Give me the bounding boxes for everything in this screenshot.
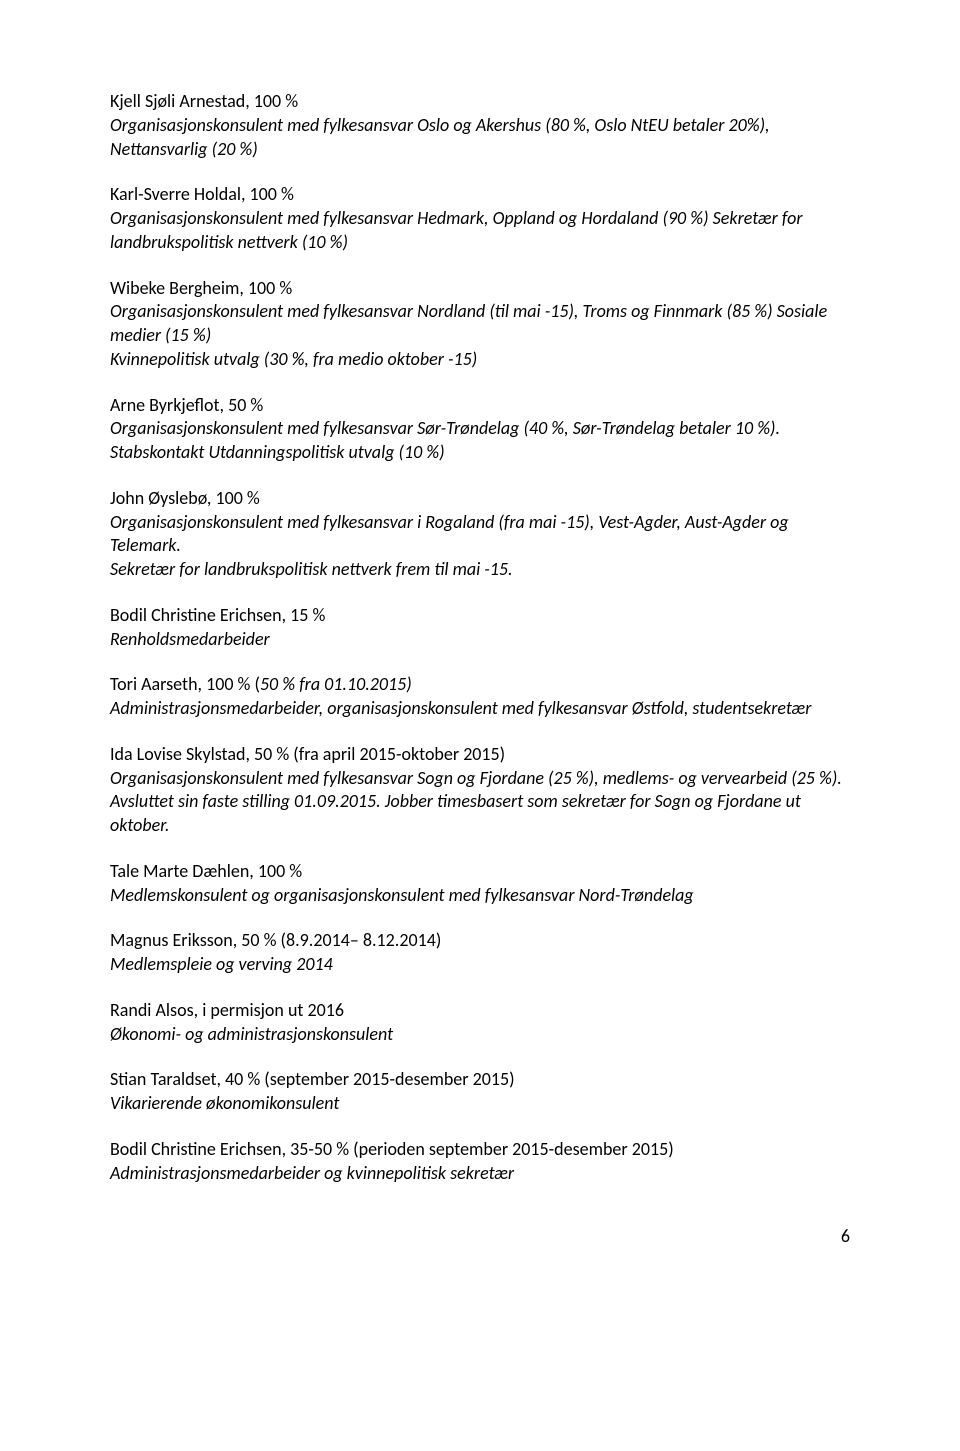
page-number: 6 xyxy=(110,1225,850,1247)
staff-entry: Arne Byrkjeflot, 50 % Organisasjonskonsu… xyxy=(110,394,850,465)
staff-entry: Bodil Christine Erichsen, 15 % Renholdsm… xyxy=(110,604,850,652)
staff-desc: Organisasjonskonsulent med fylkesansvar … xyxy=(110,417,850,465)
staff-name: Tori Aarseth, 100 % (50 % fra 01.10.2015… xyxy=(110,673,850,697)
staff-name: Karl-Sverre Holdal, 100 % xyxy=(110,183,850,207)
staff-desc: Organisasjonskonsulent med fylkesansvar … xyxy=(110,300,850,371)
staff-entry: Stian Taraldset, 40 % (september 2015-de… xyxy=(110,1068,850,1116)
staff-name: Kjell Sjøli Arnestad, 100 % xyxy=(110,90,850,114)
staff-entry: Tale Marte Dæhlen, 100 % Medlemskonsulen… xyxy=(110,860,850,908)
staff-name: Tale Marte Dæhlen, 100 % xyxy=(110,860,850,884)
staff-desc: Renholdsmedarbeider xyxy=(110,628,850,652)
staff-name: Arne Byrkjeflot, 50 % xyxy=(110,394,850,418)
staff-desc: Organisasjonskonsulent med fylkesansvar … xyxy=(110,207,850,255)
staff-name: Randi Alsos, i permisjon ut 2016 xyxy=(110,999,850,1023)
staff-name: Bodil Christine Erichsen, 35-50 % (perio… xyxy=(110,1138,850,1162)
staff-entry: Kjell Sjøli Arnestad, 100 % Organisasjon… xyxy=(110,90,850,161)
staff-desc: Organisasjonskonsulent med fylkesansvar … xyxy=(110,114,850,162)
staff-name: Bodil Christine Erichsen, 15 % xyxy=(110,604,850,628)
staff-entry: Ida Lovise Skylstad, 50 % (fra april 201… xyxy=(110,743,850,838)
staff-entry: Karl-Sverre Holdal, 100 % Organisasjonsk… xyxy=(110,183,850,254)
staff-entry: Randi Alsos, i permisjon ut 2016 Økonomi… xyxy=(110,999,850,1047)
staff-name-italic-tail: 50 % fra 01.10.2015) xyxy=(260,673,412,695)
staff-name: Magnus Eriksson, 50 % (8.9.2014– 8.12.20… xyxy=(110,929,850,953)
staff-desc: Medlemspleie og verving 2014 xyxy=(110,953,850,977)
staff-name: Ida Lovise Skylstad, 50 % (fra april 201… xyxy=(110,743,850,767)
staff-entry: Magnus Eriksson, 50 % (8.9.2014– 8.12.20… xyxy=(110,929,850,977)
staff-entry: John Øyslebø, 100 % Organisasjonskonsule… xyxy=(110,487,850,582)
staff-desc: Medlemskonsulent og organisasjonskonsule… xyxy=(110,884,850,908)
document-page: Kjell Sjøli Arnestad, 100 % Organisasjon… xyxy=(0,0,960,1307)
staff-entry: Wibeke Bergheim, 100 % Organisasjonskons… xyxy=(110,277,850,372)
staff-desc: Vikarierende økonomikonsulent xyxy=(110,1092,850,1116)
staff-entry: Bodil Christine Erichsen, 35-50 % (perio… xyxy=(110,1138,850,1186)
staff-desc: Administrasjonsmedarbeider og kvinnepoli… xyxy=(110,1162,850,1186)
staff-entry: Tori Aarseth, 100 % (50 % fra 01.10.2015… xyxy=(110,673,850,721)
staff-desc: Administrasjonsmedarbeider, organisasjon… xyxy=(110,697,850,721)
staff-desc: Økonomi- og administrasjonskonsulent xyxy=(110,1023,850,1047)
staff-name: Wibeke Bergheim, 100 % xyxy=(110,277,850,301)
staff-name: John Øyslebø, 100 % xyxy=(110,487,850,511)
staff-name: Stian Taraldset, 40 % (september 2015-de… xyxy=(110,1068,850,1092)
staff-desc: Organisasjonskonsulent med fylkesansvar … xyxy=(110,767,850,838)
staff-name-part: Tori Aarseth, 100 % ( xyxy=(110,673,260,695)
staff-desc: Organisasjonskonsulent med fylkesansvar … xyxy=(110,511,850,582)
